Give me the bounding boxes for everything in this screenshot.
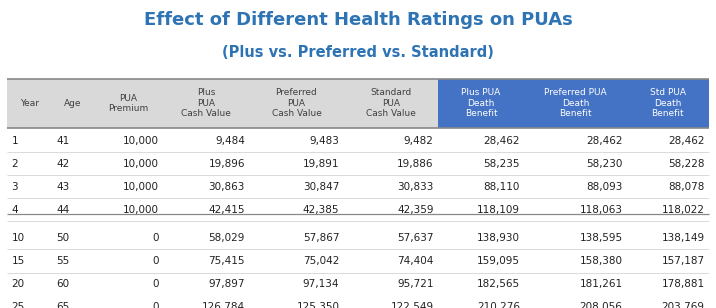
Text: 138,595: 138,595 (579, 233, 622, 243)
Text: 208,056: 208,056 (579, 302, 622, 308)
Text: 57,637: 57,637 (397, 233, 434, 243)
Text: 15: 15 (11, 256, 25, 266)
Text: 28,462: 28,462 (586, 136, 622, 146)
Text: Standard
PUA
Cash Value: Standard PUA Cash Value (366, 88, 416, 118)
Text: 28,462: 28,462 (668, 136, 705, 146)
Text: 138,149: 138,149 (662, 233, 705, 243)
Text: 10,000: 10,000 (122, 182, 159, 192)
Text: 20: 20 (11, 279, 24, 289)
Text: 58,228: 58,228 (668, 159, 705, 169)
Text: 0: 0 (153, 233, 159, 243)
Text: 42,359: 42,359 (397, 205, 434, 215)
Text: 74,404: 74,404 (397, 256, 434, 266)
Text: 50: 50 (57, 233, 69, 243)
Text: 0: 0 (153, 256, 159, 266)
Text: 181,261: 181,261 (579, 279, 622, 289)
Text: 19,891: 19,891 (303, 159, 339, 169)
Text: 1: 1 (11, 136, 18, 146)
Text: 203,769: 203,769 (662, 302, 705, 308)
Text: 10,000: 10,000 (122, 159, 159, 169)
Text: Plus PUA
Death
Benefit: Plus PUA Death Benefit (462, 88, 500, 118)
Text: 95,721: 95,721 (397, 279, 434, 289)
Text: 42,415: 42,415 (208, 205, 245, 215)
Text: 10,000: 10,000 (122, 136, 159, 146)
Text: Year: Year (20, 99, 39, 108)
Text: 9,484: 9,484 (215, 136, 245, 146)
Text: 65: 65 (57, 302, 70, 308)
Text: 41: 41 (57, 136, 70, 146)
Text: Std PUA
Death
Benefit: Std PUA Death Benefit (650, 88, 686, 118)
Text: 4: 4 (11, 205, 18, 215)
Text: 9,482: 9,482 (404, 136, 434, 146)
Text: Preferred PUA
Death
Benefit: Preferred PUA Death Benefit (544, 88, 606, 118)
Text: 25: 25 (11, 302, 25, 308)
Text: 10: 10 (11, 233, 24, 243)
Text: 158,380: 158,380 (579, 256, 622, 266)
Text: 157,187: 157,187 (662, 256, 705, 266)
Text: PUA
Premium: PUA Premium (108, 94, 148, 113)
Text: 58,235: 58,235 (483, 159, 520, 169)
Text: 30,833: 30,833 (397, 182, 434, 192)
Text: 30,863: 30,863 (208, 182, 245, 192)
Text: 2: 2 (11, 159, 18, 169)
Text: 97,134: 97,134 (303, 279, 339, 289)
Text: 210,276: 210,276 (477, 302, 520, 308)
Text: 3: 3 (11, 182, 18, 192)
Text: 19,886: 19,886 (397, 159, 434, 169)
Text: 118,109: 118,109 (477, 205, 520, 215)
Text: Age: Age (64, 99, 82, 108)
Text: 0: 0 (153, 279, 159, 289)
Text: 57,867: 57,867 (303, 233, 339, 243)
Text: 55: 55 (57, 256, 70, 266)
Text: 28,462: 28,462 (483, 136, 520, 146)
Text: 44: 44 (57, 205, 70, 215)
Text: 75,415: 75,415 (208, 256, 245, 266)
Text: 58,230: 58,230 (586, 159, 622, 169)
Text: 118,022: 118,022 (662, 205, 705, 215)
Text: 97,897: 97,897 (208, 279, 245, 289)
Text: 178,881: 178,881 (662, 279, 705, 289)
Text: 122,549: 122,549 (391, 302, 434, 308)
Text: 126,784: 126,784 (202, 302, 245, 308)
Text: 75,042: 75,042 (303, 256, 339, 266)
Text: 19,896: 19,896 (208, 159, 245, 169)
Text: 10,000: 10,000 (122, 205, 159, 215)
Text: 0: 0 (153, 302, 159, 308)
Text: 42: 42 (57, 159, 70, 169)
Text: 125,350: 125,350 (296, 302, 339, 308)
Text: Effect of Different Health Ratings on PUAs: Effect of Different Health Ratings on PU… (144, 11, 572, 29)
Text: 42,385: 42,385 (303, 205, 339, 215)
Text: 182,565: 182,565 (477, 279, 520, 289)
Text: 138,930: 138,930 (477, 233, 520, 243)
Text: 30,847: 30,847 (303, 182, 339, 192)
Text: 88,093: 88,093 (586, 182, 622, 192)
Text: 118,063: 118,063 (579, 205, 622, 215)
Text: (Plus vs. Preferred vs. Standard): (Plus vs. Preferred vs. Standard) (222, 45, 494, 60)
Text: 9,483: 9,483 (309, 136, 339, 146)
Text: 88,078: 88,078 (668, 182, 705, 192)
Text: 60: 60 (57, 279, 69, 289)
Text: Plus
PUA
Cash Value: Plus PUA Cash Value (181, 88, 231, 118)
Text: 43: 43 (57, 182, 70, 192)
Text: 159,095: 159,095 (477, 256, 520, 266)
Text: 88,110: 88,110 (483, 182, 520, 192)
Text: Preferred
PUA
Cash Value: Preferred PUA Cash Value (271, 88, 321, 118)
Text: 58,029: 58,029 (208, 233, 245, 243)
